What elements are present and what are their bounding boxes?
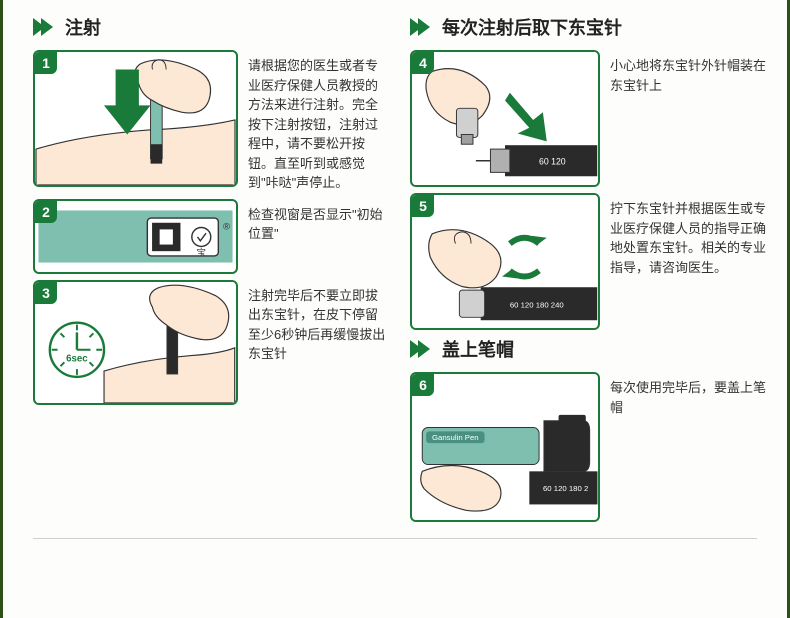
section-heading: 盖上笔帽 <box>442 336 514 362</box>
illus-cap-needle: 60 120 <box>412 52 598 185</box>
svg-text:宝: 宝 <box>197 246 206 258</box>
section-heading: 注射 <box>65 14 101 40</box>
svg-text:60 120 180 240: 60 120 180 240 <box>510 301 564 310</box>
step-number: 3 <box>35 282 57 304</box>
clock-label: 6sec <box>66 353 88 364</box>
bottom-divider <box>33 538 757 539</box>
step-number: 6 <box>412 374 434 396</box>
illus-hold-6sec: 6sec <box>35 282 236 403</box>
step-number: 1 <box>35 52 57 74</box>
illus-window-check: ® 宝 <box>35 201 236 272</box>
svg-text:60 120: 60 120 <box>539 157 566 167</box>
pen-label: Gansulin Pen <box>432 433 479 442</box>
step-5-image: 5 60 120 180 240 <box>410 193 600 330</box>
illus-unscrew: 60 120 180 240 <box>412 195 598 328</box>
illus-inject-press <box>35 52 236 185</box>
left-column: 注射 1 <box>3 10 400 528</box>
step-1: 1 请根据您的医生或者专业医疗保健人员教授的方法来进行注射。完 <box>33 50 390 193</box>
illus-pen-cap: Gansulin Pen 60 120 180 2 <box>412 374 598 520</box>
step-6: 6 Gansulin Pen 60 120 180 2 <box>410 372 767 522</box>
chevron-icon <box>410 18 436 36</box>
chevron-icon <box>410 340 436 358</box>
step-6-text: 每次使用完毕后，要盖上笔帽 <box>610 372 767 417</box>
step-number: 5 <box>412 195 434 217</box>
step-1-text: 请根据您的医生或者专业医疗保健人员教授的方法来进行注射。完全按下注射按钮，注射过… <box>248 50 390 193</box>
step-5-text: 拧下东宝针并根据医生或专业医疗保健人员的指导正确地处置东宝针。相关的专业指导，请… <box>610 193 767 277</box>
step-3: 3 <box>33 280 390 405</box>
step-2-image: 2 ® 宝 <box>33 199 238 274</box>
instruction-panel: 注射 1 <box>0 0 790 618</box>
step-2-text: 检查视窗是否显示"初始位置" <box>248 199 390 244</box>
svg-text:60 120 180 2: 60 120 180 2 <box>543 484 588 493</box>
step-5: 5 60 120 180 240 <box>410 193 767 330</box>
step-6-image: 6 Gansulin Pen 60 120 180 2 <box>410 372 600 522</box>
chevron-icon <box>33 18 59 36</box>
step-2: 2 ® 宝 检查视窗是否显示"初始位置" <box>33 199 390 274</box>
step-number: 4 <box>412 52 434 74</box>
step-number: 2 <box>35 201 57 223</box>
step-4: 4 60 120 <box>410 50 767 187</box>
right-column: 每次注射后取下东宝针 4 60 120 <box>400 10 787 528</box>
section-cap-title: 盖上笔帽 <box>410 336 767 362</box>
section-inject-title: 注射 <box>33 14 390 40</box>
step-4-image: 4 60 120 <box>410 50 600 187</box>
step-3-text: 注射完毕后不要立即拔出东宝针，在皮下停留至少6秒钟后再缓慢拔出东宝针 <box>248 280 390 364</box>
section-heading: 每次注射后取下东宝针 <box>442 14 622 40</box>
step-3-image: 3 <box>33 280 238 405</box>
step-4-text: 小心地将东宝针外针帽装在东宝针上 <box>610 50 767 95</box>
step-1-image: 1 <box>33 50 238 187</box>
svg-text:®: ® <box>223 221 230 232</box>
section-remove-title: 每次注射后取下东宝针 <box>410 14 767 40</box>
